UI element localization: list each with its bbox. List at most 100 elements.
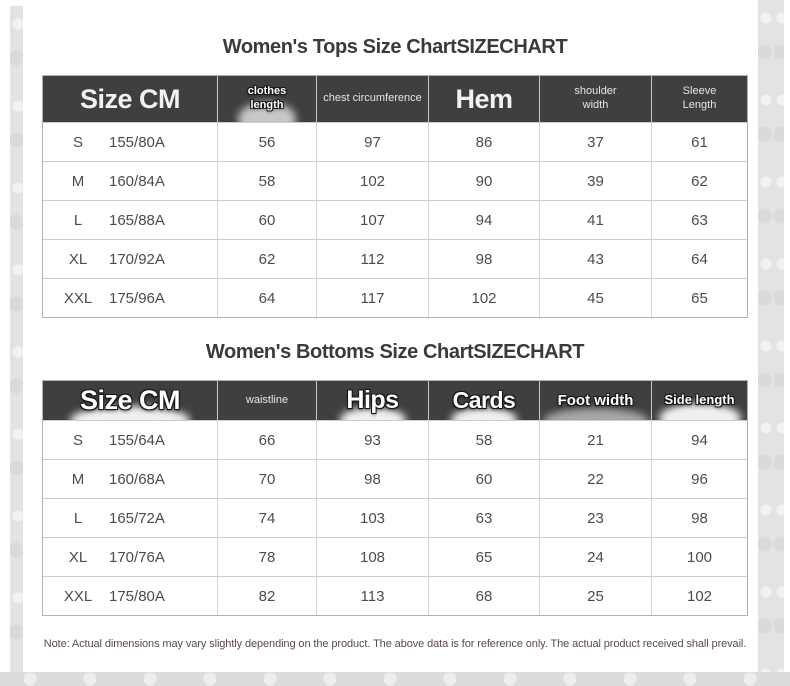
measurement-cell: 65 <box>428 538 539 576</box>
size-cell: XL 170/92A <box>43 240 217 278</box>
size-cell: XL 170/76A <box>43 538 217 576</box>
disclaimer-note: Note: Actual dimensions may vary slightl… <box>43 638 747 650</box>
tops-table-header: Size CM clothes length chest circumferen… <box>43 76 747 122</box>
measurement-cell: 45 <box>539 279 651 317</box>
measurement-cell: 97 <box>316 123 428 161</box>
size-spec: 175/80A <box>109 587 165 605</box>
measurement-cell: 24 <box>539 538 651 576</box>
table-row: XXL 175/96A 64 117 102 45 65 <box>43 278 747 317</box>
size-spec: 160/68A <box>109 470 165 488</box>
size-spec: 170/92A <box>109 250 165 268</box>
size-label: S <box>72 431 83 449</box>
measurement-cell: 107 <box>316 201 428 239</box>
size-label: M <box>71 470 85 488</box>
measurement-cell: 90 <box>428 162 539 200</box>
size-label: XXL <box>63 289 93 307</box>
size-spec: 155/80A <box>109 133 165 151</box>
table-row: L 165/88A 60 107 94 41 63 <box>43 200 747 239</box>
right-watermark-strip <box>758 0 784 672</box>
size-label: S <box>72 133 83 151</box>
header-hem: Hem <box>428 76 539 122</box>
size-spec: 175/96A <box>109 289 165 307</box>
size-label: XL <box>68 250 88 268</box>
measurement-cell: 74 <box>217 499 316 537</box>
measurement-cell: 37 <box>539 123 651 161</box>
table-row: XL 170/92A 62 112 98 43 64 <box>43 239 747 278</box>
measurement-cell: 117 <box>316 279 428 317</box>
header-waistline: waistline <box>217 381 316 420</box>
measurement-cell: 78 <box>217 538 316 576</box>
header-size-cm: Size CM <box>79 83 181 114</box>
header-chest-circumference: chest circumference <box>316 76 428 122</box>
measurement-cell: 102 <box>651 577 747 615</box>
size-label: XL <box>68 548 88 566</box>
measurement-cell: 113 <box>316 577 428 615</box>
measurement-cell: 112 <box>316 240 428 278</box>
bottom-watermark-band <box>0 672 790 686</box>
measurement-cell: 21 <box>539 421 651 459</box>
bottoms-size-table: Size CM waistline Hips Cards Foot width … <box>42 380 748 616</box>
measurement-cell: 102 <box>428 279 539 317</box>
size-cell: M 160/84A <box>43 162 217 200</box>
size-cell: XXL 175/80A <box>43 577 217 615</box>
measurement-cell: 60 <box>428 460 539 498</box>
size-label: XXL <box>63 587 93 605</box>
tops-size-table: Size CM clothes length chest circumferen… <box>42 75 748 318</box>
size-spec: 155/64A <box>109 431 165 449</box>
table-row: XXL 175/80A 82 113 68 25 102 <box>43 576 747 615</box>
measurement-cell: 70 <box>217 460 316 498</box>
header-shoulder-width: shoulder width <box>539 76 651 122</box>
measurement-cell: 98 <box>316 460 428 498</box>
size-cell: L 165/72A <box>43 499 217 537</box>
header-hips: Hips <box>316 381 428 420</box>
measurement-cell: 82 <box>217 577 316 615</box>
measurement-cell: 61 <box>651 123 747 161</box>
header-side-length: Side length <box>651 381 747 420</box>
measurement-cell: 58 <box>217 162 316 200</box>
measurement-cell: 102 <box>316 162 428 200</box>
measurement-cell: 86 <box>428 123 539 161</box>
measurement-cell: 63 <box>651 201 747 239</box>
header-cards: Cards <box>428 381 539 420</box>
measurement-cell: 103 <box>316 499 428 537</box>
measurement-cell: 25 <box>539 577 651 615</box>
measurement-cell: 39 <box>539 162 651 200</box>
size-spec: 160/84A <box>109 172 165 190</box>
bottoms-table-header: Size CM waistline Hips Cards Foot width … <box>43 381 747 420</box>
table-row: L 165/72A 74 103 63 23 98 <box>43 498 747 537</box>
size-label: L <box>73 509 83 527</box>
size-cell: M 160/68A <box>43 460 217 498</box>
size-label: M <box>71 172 85 190</box>
header-foot-width: Foot width <box>539 381 651 420</box>
measurement-cell: 94 <box>651 421 747 459</box>
measurement-cell: 64 <box>217 279 316 317</box>
header-size-cm: Size CM <box>43 381 217 420</box>
measurement-cell: 22 <box>539 460 651 498</box>
measurement-cell: 98 <box>651 499 747 537</box>
table-row: XL 170/76A 78 108 65 24 100 <box>43 537 747 576</box>
table-row: M 160/68A 70 98 60 22 96 <box>43 459 747 498</box>
header-clothes-length: clothes length <box>217 76 316 122</box>
measurement-cell: 56 <box>217 123 316 161</box>
measurement-cell: 23 <box>539 499 651 537</box>
measurement-cell: 65 <box>651 279 747 317</box>
left-watermark-strip <box>10 6 23 672</box>
size-cell: XXL 175/96A <box>43 279 217 317</box>
header-sleeve-length: Sleeve Length <box>651 76 747 122</box>
measurement-cell: 93 <box>316 421 428 459</box>
size-spec: 165/72A <box>109 509 165 527</box>
measurement-cell: 108 <box>316 538 428 576</box>
measurement-cell: 60 <box>217 201 316 239</box>
size-spec: 170/76A <box>109 548 165 566</box>
size-cell: S 155/64A <box>43 421 217 459</box>
measurement-cell: 100 <box>651 538 747 576</box>
measurement-cell: 43 <box>539 240 651 278</box>
measurement-cell: 64 <box>651 240 747 278</box>
tops-table-body: S 155/80A 56 97 86 37 61 M 160/84A 58 102 90 39 62 L 16… <box>43 122 747 317</box>
size-cell: S 155/80A <box>43 123 217 161</box>
tops-chart-title: Women's Tops Size ChartSIZECHART <box>222 36 568 58</box>
measurement-cell: 98 <box>428 240 539 278</box>
bottoms-chart-title: Women's Bottoms Size ChartSIZECHART <box>205 341 585 363</box>
bottoms-table-body: S 155/64A 66 93 58 21 94 M 160/68A 70 98 60 22 96 L 165… <box>43 420 747 615</box>
measurement-cell: 62 <box>217 240 316 278</box>
